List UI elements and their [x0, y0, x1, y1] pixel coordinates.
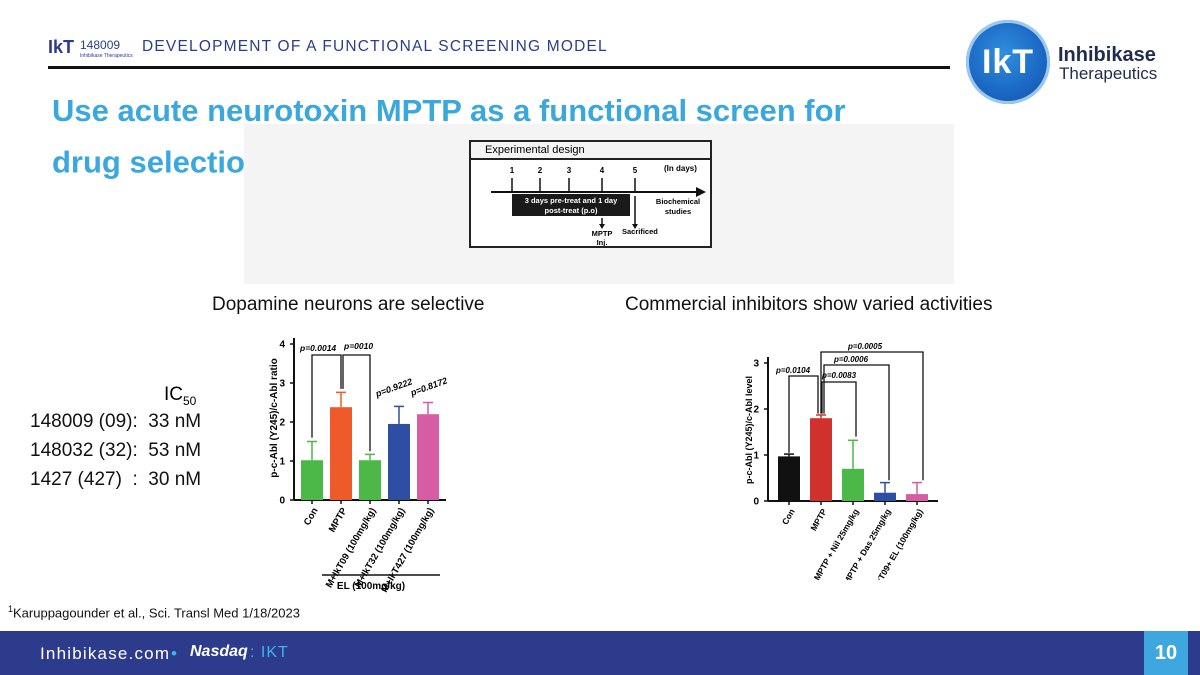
chart1-x-tick-label: Con [302, 506, 321, 528]
sacrificed-arrow-head [632, 224, 638, 229]
timeline-days-label: (In days) [664, 164, 697, 173]
chart1-y-tick-label: 3 [279, 379, 285, 390]
chart1-bar [388, 423, 410, 500]
chart1-bar [359, 460, 381, 500]
ic50-title: IC50 [164, 384, 196, 408]
mptp-label-line1: MPTP [592, 229, 613, 238]
chart1-x-tick-label: M+IkT427 (100mg/kg) [379, 506, 436, 595]
chart2-bar [778, 456, 800, 501]
chart2-y-tick-label: 0 [753, 497, 759, 508]
chart1-xlabel: EL (100mg/kg) [337, 581, 405, 592]
footnote-marker: 1 [8, 604, 14, 614]
ticker-symbol: : IKT [250, 644, 289, 661]
chart1-significance-bracket [311, 354, 342, 438]
experimental-design-timeline: 1 2 3 4 5 (In days) 3 days pre-treat and 1 d… [469, 160, 712, 248]
chart2-bar [842, 468, 864, 501]
chart1-bar [417, 414, 439, 500]
chart1-bar [330, 407, 352, 500]
chart2-significance-bracket [788, 375, 819, 453]
timeline-day-label: 4 [600, 166, 605, 175]
chart1-significance-bracket [342, 354, 371, 452]
treatment-label-line1: 3 days pre-treat and 1 day [525, 196, 618, 205]
footnote-text: Karuppagounder et al., Sci. Transl Med 1… [13, 605, 300, 621]
chart1-y-tick-label: 4 [279, 340, 285, 351]
studies-label-line1: Biochemical [656, 197, 700, 206]
chart2-y-tick-label: 3 [753, 359, 759, 370]
chart2-bar [810, 418, 832, 501]
chart1-y-tick-label: 0 [279, 496, 285, 507]
timeline-day-label: 2 [538, 166, 543, 175]
chart1-y-tick-label: 2 [279, 418, 285, 429]
section-title: DEVELOPMENT OF A FUNCTIONAL SCREENING MO… [142, 38, 608, 55]
chart2-significance-bracket [820, 351, 924, 481]
footnote: 1Karuppagounder et al., Sci. Transl Med … [8, 604, 300, 620]
treatment-period-bar [512, 194, 630, 216]
chart2-bar [874, 492, 896, 501]
chart2-x-tick-label: Con [780, 507, 797, 526]
chart1-annotation: p=0.8172 [408, 375, 448, 398]
footer-separator: • [171, 644, 177, 663]
chart1-annotation: p=0.0014 [299, 343, 336, 353]
slide-title: Use acute neurotoxin MPTP as a functiona… [52, 88, 892, 184]
chart2-ylabel: p-c-Abl (Y245)/c-Abl level [744, 376, 754, 484]
brand-name: Inhibikase [1058, 44, 1156, 66]
right-bar-chart: p-c-Abl (Y245)/c-Abl level p=0.0005 p=0.… [744, 342, 938, 580]
experimental-design-heading: Experimental design [469, 140, 712, 160]
timeline-day-label: 1 [510, 166, 515, 175]
left-bar-chart: p-c-Abl (Y245)/c-Abl ratio EL (100mg/kg)… [269, 338, 449, 595]
mptp-arrow-head [599, 224, 605, 229]
header-logo-sub: Inhibikase Therapeutics [80, 53, 133, 59]
header-logo-main: IkT [48, 37, 74, 57]
timeline-day-label: 3 [567, 166, 572, 175]
chart2-bar [906, 494, 928, 501]
chart1-bar [301, 460, 323, 500]
right-panel-heading: Commercial inhibitors show varied activi… [625, 294, 993, 315]
chart2-y-tick-label: 2 [753, 405, 759, 416]
chart1-annotation: p=0010 [343, 341, 373, 351]
chart1-ylabel: p-c-Abl (Y245)/c-Abl ratio [269, 358, 280, 477]
slide-title-text: Use acute neurotoxin MPTP as a functiona… [52, 93, 846, 180]
mptp-label-line2: Inj. [597, 238, 608, 246]
footer-website-link[interactable]: Inhibikase.com [40, 644, 171, 663]
chart1-annotation: p=0.9222 [373, 376, 413, 399]
chart1-x-tick-label: MPTP [327, 505, 350, 534]
ic50-row: 148032 (32): 53 nM [30, 440, 202, 461]
studies-label-line2: studies [665, 207, 691, 216]
chart2-annotation: p=0.0005 [847, 342, 883, 351]
chart2-significance-bracket [823, 364, 890, 481]
chart2-significance-bracket [821, 381, 857, 437]
nasdaq-logo: Nasdaq [190, 643, 248, 660]
footer-bar [0, 631, 1200, 675]
header-divider [48, 66, 950, 69]
chart2-annotation: p=0.0083 [821, 371, 857, 380]
sacrificed-label: Sacrificed [622, 227, 658, 236]
brand-logo: IkT [966, 20, 1050, 104]
treatment-label-line2: post-treat (p.o) [545, 206, 598, 215]
chart2-annotation: p=0.0104 [775, 366, 811, 375]
ic50-title-sub: 50 [183, 393, 197, 408]
ic50-title-text: IC [164, 384, 183, 405]
timeline-day-label: 5 [633, 166, 638, 175]
left-panel-heading: Dopamine neurons are selective [212, 294, 485, 315]
page-number: 10 [1154, 641, 1178, 664]
ic50-row: 148009 (09): 33 nM [30, 411, 202, 432]
page-number-badge: 10 [1144, 631, 1188, 675]
ic50-row: 1427 (427) : 30 nM [30, 469, 202, 490]
brand-logo-text: IkT [981, 42, 1035, 81]
chart2-x-tick-label: MPTP [808, 507, 829, 533]
timeline-arrowhead [696, 187, 706, 197]
chart2-annotation: p=0.0006 [833, 355, 869, 364]
header-logo-code: 148009 [80, 38, 120, 52]
header-logo: IkT 148009 Inhibikase Therapeutics [48, 36, 134, 60]
chart1-y-tick-label: 1 [279, 457, 285, 468]
brand-subtitle: Therapeutics [1059, 64, 1158, 83]
chart2-y-tick-label: 1 [753, 451, 759, 462]
ic50-list: 148009 (09): 33 nM 148032 (32): 53 nM 14… [30, 407, 201, 494]
